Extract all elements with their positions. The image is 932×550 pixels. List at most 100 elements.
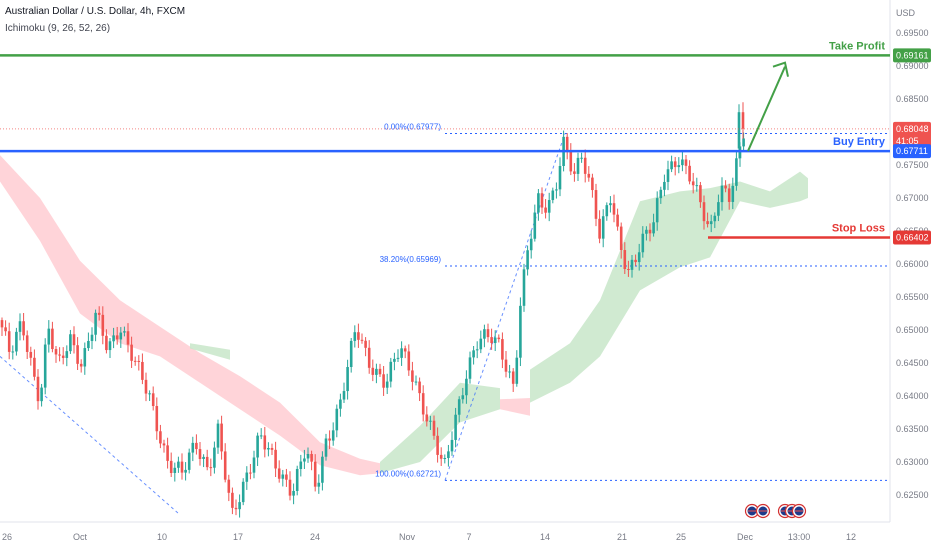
candle xyxy=(54,346,58,363)
candle xyxy=(220,415,223,460)
candle-body xyxy=(418,381,421,394)
time-tick-label: 10 xyxy=(157,532,167,542)
candle-body xyxy=(108,341,112,351)
candle xyxy=(213,441,216,474)
candle xyxy=(303,449,306,470)
candle xyxy=(195,434,198,455)
candle-body xyxy=(51,328,54,350)
candle xyxy=(40,383,43,407)
candle xyxy=(540,187,544,214)
candle-body xyxy=(587,173,591,178)
candle xyxy=(65,345,69,367)
candle-body xyxy=(317,482,321,487)
price-tick-label: 0.63500 xyxy=(896,424,929,434)
candle-body xyxy=(184,469,187,473)
candle xyxy=(479,330,483,354)
candle-body xyxy=(501,339,504,360)
candle-body xyxy=(159,431,162,444)
candle-body xyxy=(396,357,400,359)
candle xyxy=(90,327,94,350)
candle-body xyxy=(25,335,29,352)
us-flag-icon xyxy=(791,503,807,519)
candle xyxy=(169,452,173,478)
candle-body xyxy=(195,442,198,450)
candle xyxy=(29,346,33,366)
candle-body xyxy=(270,447,274,450)
time-tick-label: 7 xyxy=(466,532,471,542)
candle-body xyxy=(609,203,612,206)
candle-body xyxy=(529,238,533,251)
candle xyxy=(123,326,126,337)
stop-loss-tag-value: 0.66402 xyxy=(896,232,929,242)
candle xyxy=(519,297,522,367)
candle xyxy=(472,345,475,365)
candle-body xyxy=(40,387,43,402)
candle xyxy=(51,321,54,353)
candle xyxy=(234,499,238,516)
candle-body xyxy=(468,357,472,379)
candle xyxy=(47,320,51,353)
current-price-tag xyxy=(893,121,931,148)
candle-body xyxy=(389,361,393,382)
candle xyxy=(727,183,731,210)
candle-body xyxy=(259,435,263,437)
candle-body xyxy=(511,371,515,384)
candle-body xyxy=(601,216,605,239)
candle xyxy=(601,209,605,248)
candle-body xyxy=(709,221,713,225)
candle xyxy=(267,442,270,457)
candle xyxy=(565,133,569,160)
candle-body xyxy=(227,479,231,493)
candle-body xyxy=(591,177,594,191)
candle xyxy=(393,352,396,371)
candle-body xyxy=(58,354,61,356)
time-tick-label: 14 xyxy=(540,532,550,542)
candle-body xyxy=(7,331,11,352)
candle-body xyxy=(630,259,634,270)
candle-body xyxy=(328,438,331,441)
candle xyxy=(591,173,594,198)
time-tick-label: 25 xyxy=(676,532,686,542)
candle xyxy=(396,349,400,363)
candle xyxy=(529,230,533,259)
candle-body xyxy=(688,165,691,182)
candle xyxy=(605,202,609,221)
candle xyxy=(198,442,202,466)
candle-body xyxy=(231,492,234,508)
candle-body xyxy=(47,328,51,345)
candle-body xyxy=(180,461,184,473)
candle xyxy=(148,390,151,401)
candle xyxy=(677,157,681,174)
candle xyxy=(119,327,123,348)
candle-current xyxy=(737,102,745,159)
candle-body xyxy=(22,321,25,336)
candle xyxy=(400,341,403,366)
candle-body xyxy=(292,490,295,496)
candle xyxy=(688,160,691,185)
candle-body xyxy=(436,435,439,455)
take-profit-tag-value: 0.69161 xyxy=(896,50,929,60)
candle xyxy=(353,325,357,348)
candle xyxy=(360,333,364,344)
candle-body xyxy=(76,345,79,364)
candle xyxy=(551,187,555,204)
candle-body xyxy=(652,222,655,234)
candle-body xyxy=(364,340,367,348)
candle-body xyxy=(655,198,659,223)
candle xyxy=(58,347,61,362)
candle-body xyxy=(83,348,87,367)
candle xyxy=(555,182,558,199)
candle-body xyxy=(439,454,443,459)
candle-body xyxy=(713,215,717,222)
candle-body xyxy=(105,335,108,351)
candle-body xyxy=(741,112,745,129)
target-arrow-head xyxy=(772,61,789,77)
candle-body xyxy=(544,207,547,213)
candle-body xyxy=(299,461,303,469)
candle-body xyxy=(324,438,328,457)
candle-body xyxy=(0,320,4,328)
candle xyxy=(450,431,454,456)
candle-body xyxy=(346,367,349,392)
candle-body xyxy=(339,399,342,409)
